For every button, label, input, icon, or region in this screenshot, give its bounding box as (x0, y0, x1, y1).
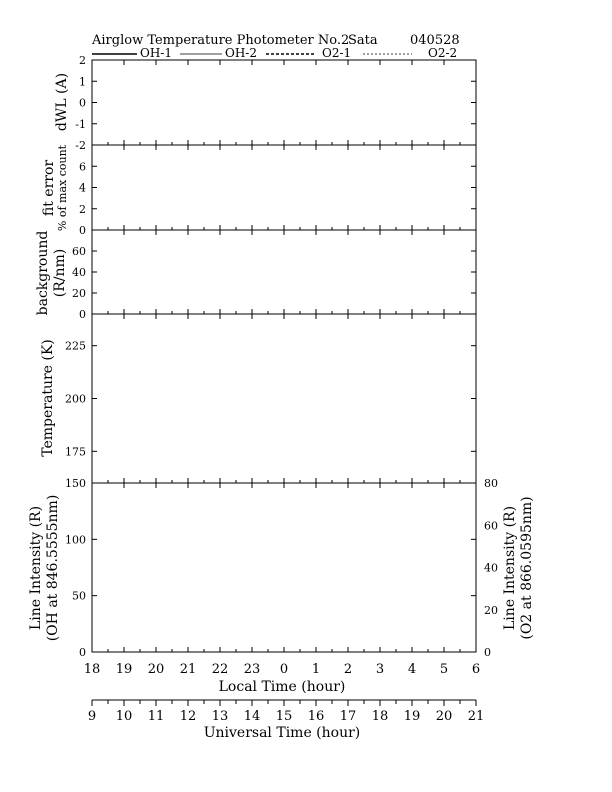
ylabel-bg-sub: (R/nm) (52, 249, 68, 297)
figure-title: Airglow Temperature Photometer No.2 (91, 33, 349, 48)
xtick-label-local: 0 (280, 662, 288, 677)
ytick-label-dwl: 2 (79, 54, 86, 67)
ytick-label-int: 100 (65, 533, 86, 546)
ylabel-fit: fit error (41, 160, 57, 217)
panel-frame-int (91, 482, 477, 653)
ytick-label-int: 150 (65, 477, 86, 490)
ytick-label-bg: 40 (72, 266, 86, 279)
xtick-label-ut: 14 (244, 709, 261, 724)
xtick-label-ut: 20 (436, 709, 453, 724)
panel-int: 150 100 50 0 80 60 40 20 0 (65, 477, 498, 659)
ytick-label-bg: 60 (72, 245, 86, 258)
xtick-label-ut: 13 (212, 709, 229, 724)
xtick-label-local: 4 (408, 662, 416, 677)
ytick-right-label-int: 60 (484, 519, 498, 532)
xtick-label-local: 18 (84, 662, 101, 677)
ytick-label-fit: 6 (79, 160, 86, 173)
panel-bg: 60 40 20 0 (72, 229, 477, 321)
ytick-right-label-int: 0 (484, 646, 491, 659)
ytick-label-fit: 0 (79, 224, 86, 237)
xtick-label-ut: 12 (180, 709, 197, 724)
ylabel-temp: Temperature (K) (40, 339, 56, 457)
ytick-right-label-int: 80 (484, 477, 498, 490)
xtick-label-local: 23 (244, 662, 261, 677)
x-axis-local: 18 19 20 21 22 23 0 1 2 3 4 5 6 (84, 662, 480, 677)
date-label: 040528 (410, 33, 460, 48)
panel-frame-bg (91, 229, 477, 315)
xtick-label-local: 20 (148, 662, 165, 677)
panel-frame-temp (91, 313, 477, 484)
ytick-label-temp: 200 (65, 393, 86, 406)
xtick-label-local: 2 (344, 662, 352, 677)
xtick-label-local: 5 (440, 662, 448, 677)
xtick-label-local: 19 (116, 662, 133, 677)
xtick-label-local: 1 (312, 662, 320, 677)
panel-frame-fit (91, 144, 477, 231)
xtick-label-local: 21 (180, 662, 197, 677)
xtick-label-local: 22 (212, 662, 229, 677)
legend: OH-1 OH-2 O2-1 O2-2 (92, 46, 457, 60)
ytick-label-fit: 2 (79, 203, 86, 216)
station-name: Sata (348, 33, 378, 48)
panel-fit: 6 4 2 0 (79, 144, 477, 237)
xtick-label-ut: 17 (340, 709, 357, 724)
xtick-label-ut: 21 (468, 709, 485, 724)
xtick-label-local: 6 (472, 662, 480, 677)
ytick-label-int: 0 (79, 646, 86, 659)
ytick-right-label-int: 40 (484, 562, 498, 575)
xtick-label-ut: 11 (148, 709, 165, 724)
x-axis-ut: 9 10 11 12 13 14 15 16 17 18 19 20 21 (88, 699, 485, 724)
xtick-label-ut: 16 (308, 709, 325, 724)
ytick-label-dwl: 1 (79, 75, 86, 88)
panel-temp: 225 200 175 (65, 313, 477, 484)
ylabel-fit-sub: % of max count (56, 144, 69, 231)
ytick-label-int: 50 (72, 590, 86, 603)
ylabel-bg: background (35, 231, 51, 316)
ytick-label-dwl: -1 (75, 118, 86, 131)
legend-oh2: OH-2 (225, 46, 257, 60)
xlabel-ut: Universal Time (hour) (204, 725, 361, 741)
xtick-label-ut: 10 (116, 709, 133, 724)
xtick-label-ut: 9 (88, 709, 96, 724)
xtick-label-ut: 19 (404, 709, 421, 724)
panels: 210-1-2642060402002252001751501005008060… (65, 54, 498, 724)
ytick-label-dwl: 0 (79, 97, 86, 110)
ytick-label-bg: 0 (79, 308, 86, 321)
ytick-right-label-int: 20 (484, 604, 498, 617)
ytick-label-dwl: -2 (75, 139, 86, 152)
ytick-label-fit: 4 (79, 182, 86, 195)
xtick-label-local: 3 (376, 662, 384, 677)
xtick-label-ut: 18 (372, 709, 389, 724)
ylabel-int: Line Intensity (R) (28, 506, 44, 630)
ylabel-dwl: dWL (A) (54, 73, 70, 131)
legend-o22: O2-2 (428, 46, 457, 60)
ylabel-int-right: Line Intensity (R) (502, 506, 518, 630)
panel-frame-dwl (91, 59, 477, 146)
xlabel-local: Local Time (hour) (219, 679, 346, 695)
ytick-label-temp: 175 (65, 445, 86, 458)
panel-dwl: 2 1 0 -1 -2 (75, 54, 477, 152)
ylabel-int-sub: (OH at 846.5555nm) (45, 495, 61, 642)
ytick-label-temp: 225 (65, 340, 86, 353)
legend-oh1: OH-1 (140, 46, 172, 60)
ylabel-int-right-sub: (O2 at 866.0595nm) (519, 496, 535, 639)
xtick-label-ut: 15 (276, 709, 293, 724)
ytick-label-bg: 20 (72, 287, 86, 300)
legend-o21: O2-1 (322, 46, 351, 60)
